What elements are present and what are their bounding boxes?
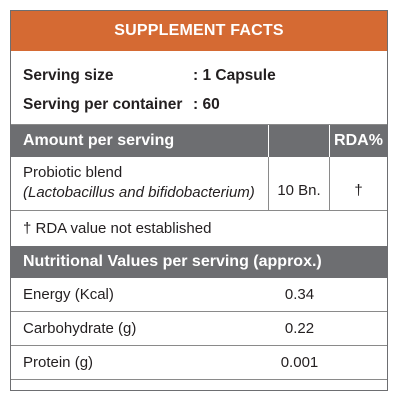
servings-per-container-row: Serving per container : 60 [23,90,387,119]
serving-info: Serving size : 1 Capsule Serving per con… [11,51,387,125]
panel-title: SUPPLEMENT FACTS [11,11,387,51]
ingredient-amount: 10 Bn. [269,157,330,210]
nutrient-name: Fat (g) [11,380,269,391]
table-row: Probiotic blend (Lactobacillus and bifid… [11,157,387,211]
ingredient-subname: (Lactobacillus and bifidobacterium) [23,184,255,201]
table-row: Carbohydrate (g) 0.22 [11,312,387,346]
rda-footnote: † RDA value not established [23,220,212,237]
table-row: Fat (g) 0.0 [11,380,387,391]
nutrient-value: 0.34 [284,286,315,303]
nutrient-value: 0.0 [269,380,330,391]
nutrient-name: Carbohydrate (g) [23,320,137,337]
rda-heading: RDA% [334,132,383,149]
nutrient-value: 0.22 [284,320,315,337]
table-row: Energy (Kcal) 0.34 [11,278,387,312]
nutrition-table-header: Nutritional Values per serving (approx.) [11,246,387,278]
servings-per-container-label: Serving per container [23,95,183,113]
supplement-facts-panel: SUPPLEMENT FACTS Serving size : 1 Capsul… [10,10,388,391]
nutrition-table: Energy (Kcal) 0.34 Carbohydrate (g) 0.22… [11,278,387,391]
nutrient-value: 0.001 [280,354,319,371]
table-row: Protein (g) 0.001 [11,346,387,380]
amount-per-serving-heading: Amount per serving [11,125,269,157]
ingredient-rda: † [354,182,363,199]
nutrient-name: Energy (Kcal) [23,286,114,303]
servings-per-container-value: : 60 [193,95,220,113]
ingredient-cell: Probiotic blend (Lactobacillus and bifid… [11,157,269,210]
serving-size-value: : 1 Capsule [193,66,276,84]
serving-size-label: Serving size [23,66,114,84]
ingredient-name: Probiotic blend [23,164,123,181]
amount-column-heading [269,125,330,157]
amount-table-header: Amount per serving RDA% [11,125,387,157]
nutrient-name: Protein (g) [23,354,94,371]
serving-size-row: Serving size : 1 Capsule [23,61,387,90]
